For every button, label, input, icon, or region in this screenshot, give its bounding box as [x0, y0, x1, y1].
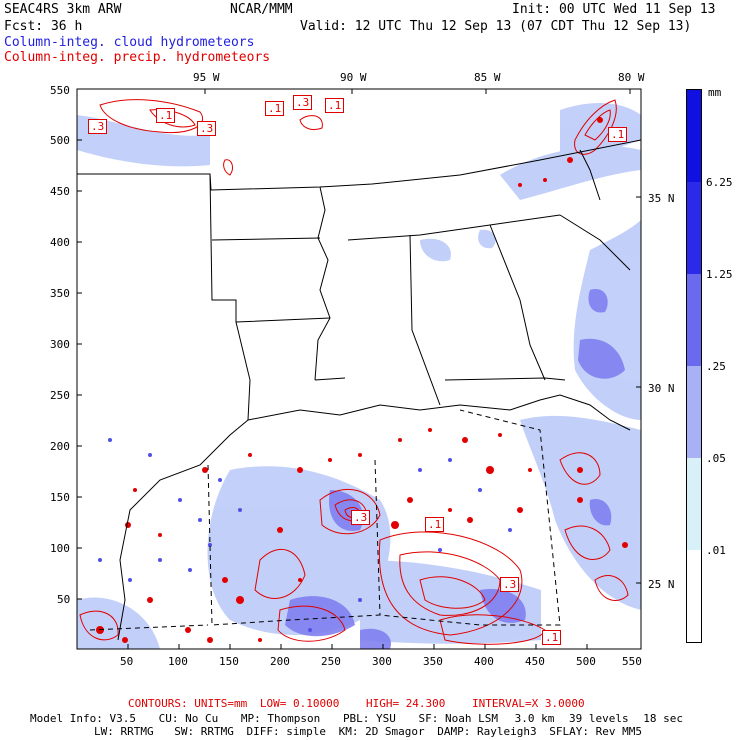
contour-label: .3 — [197, 121, 217, 136]
x-tick: 300 — [372, 655, 392, 668]
mp-scheme: MP: Thompson — [240, 712, 321, 725]
x-tick: 450 — [525, 655, 545, 668]
forecast-hour: Fcst: 36 h — [4, 19, 83, 34]
contours-label: CONTOURS: — [128, 697, 188, 710]
x-tick: 100 — [168, 655, 188, 668]
contours-interval: INTERVAL=X 3.0000 — [472, 697, 585, 710]
x-tick: 200 — [270, 655, 290, 668]
colorbar-label: 1.25 — [706, 268, 733, 281]
x-tick: 500 — [576, 655, 596, 668]
x-tick: 400 — [474, 655, 494, 668]
valid-time: Valid: 12 UTC Thu 12 Sep 13 (07 CDT Thu … — [300, 19, 692, 34]
damp-scheme: DAMP: Rayleigh3 — [437, 725, 537, 738]
contour-label: .1 — [156, 108, 176, 123]
colorbar-unit: mm — [708, 86, 722, 99]
lat-label-35n: 35 N — [648, 192, 675, 205]
contour-label: .1 — [542, 630, 562, 645]
colorbar-swatch — [687, 366, 701, 458]
colorbar — [686, 89, 702, 643]
contour-label: .1 — [608, 127, 628, 142]
colorbar-swatch — [687, 90, 701, 182]
contours-high: HIGH= 24.300 — [365, 697, 446, 710]
lw-scheme: LW: RRTMG — [94, 725, 154, 738]
colorbar-swatch — [687, 182, 701, 274]
time-step: 18 sec — [643, 712, 684, 725]
colorbar-label: .01 — [706, 544, 726, 557]
field-precip-label: Column-integ. precip. hydrometeors — [4, 50, 271, 65]
y-tick: 200 — [50, 440, 70, 453]
contour-label: .3 — [500, 577, 520, 592]
contour-label: .1 — [265, 101, 285, 116]
sf-scheme: SF: Noah LSM — [418, 712, 499, 725]
contours-low: LOW= 0.10000 — [259, 697, 340, 710]
boundaries — [77, 139, 642, 641]
model-info-line1: Model Info: V3.5 CU: No Cu MP: Thompson … — [30, 712, 683, 725]
y-tick: 500 — [50, 134, 70, 147]
sw-scheme: SW: RRTMG — [174, 725, 234, 738]
y-tick: 450 — [50, 185, 70, 198]
y-tick: 50 — [57, 593, 71, 606]
lon-label-85w: 85 W — [474, 71, 501, 84]
init-time: Init: 00 UTC Wed 11 Sep 13 — [512, 2, 716, 17]
colorbar-label: 6.25 — [706, 176, 733, 189]
colorbar-swatch — [687, 458, 701, 550]
colorbar-label: .05 — [706, 452, 726, 465]
y-tick: 100 — [50, 542, 70, 555]
sflay-scheme: SFLAY: Rev MM5 — [549, 725, 642, 738]
colorbar-label: .25 — [706, 360, 726, 373]
x-tick: 550 — [622, 655, 642, 668]
field-cloud-label: Column-integ. cloud hydrometeors — [4, 35, 255, 50]
model-info-line2: LW: RRTMG SW: RRTMG DIFF: simple KM: 2D … — [94, 725, 642, 738]
contour-label: .3 — [351, 510, 371, 525]
lat-label-30n: 30 N — [648, 382, 675, 395]
x-tick: 150 — [219, 655, 239, 668]
plot-frame — [76, 88, 642, 650]
y-tick: 300 — [50, 338, 70, 351]
contours-units: UNITS=mm — [194, 697, 248, 710]
colorbar-swatch — [687, 274, 701, 366]
precip-cells — [96, 117, 628, 643]
vert-levels: 39 levels — [569, 712, 629, 725]
x-tick: 50 — [120, 655, 134, 668]
cu-scheme: CU: No Cu — [158, 712, 219, 725]
contour-label: .1 — [325, 98, 345, 113]
org-label: NCAR/MMM — [230, 2, 293, 17]
y-tick: 250 — [50, 389, 70, 402]
lon-label-80w: 80 W — [618, 71, 645, 84]
lon-label-95w: 95 W — [193, 71, 220, 84]
y-tick: 150 — [50, 491, 70, 504]
contour-label: .3 — [293, 95, 313, 110]
axis-ticks — [77, 89, 641, 649]
model-title: SEAC4RS 3km ARW — [4, 2, 122, 17]
y-tick: 550 — [50, 84, 70, 97]
contour-label: .3 — [88, 119, 108, 134]
diff-scheme: DIFF: simple — [246, 725, 326, 738]
lat-label-25n: 25 N — [648, 578, 675, 591]
lon-label-90w: 90 W — [340, 71, 367, 84]
pbl-scheme: PBL: YSU — [342, 712, 396, 725]
dashed-domain — [89, 409, 561, 631]
x-tick: 350 — [423, 655, 443, 668]
contours-info: CONTOURS: UNITS=mm LOW= 0.10000 HIGH= 24… — [128, 697, 585, 710]
y-tick: 400 — [50, 236, 70, 249]
x-tick: 250 — [321, 655, 341, 668]
cloud-cells — [98, 438, 512, 632]
grid-res: 3.0 km — [514, 712, 555, 725]
cloud-shading — [77, 103, 641, 649]
colorbar-swatch — [687, 550, 701, 642]
contour-label: .1 — [425, 517, 445, 532]
model-version: Model Info: V3.5 — [30, 712, 136, 725]
km-scheme: KM: 2D Smagor — [338, 725, 425, 738]
y-tick: 350 — [50, 287, 70, 300]
